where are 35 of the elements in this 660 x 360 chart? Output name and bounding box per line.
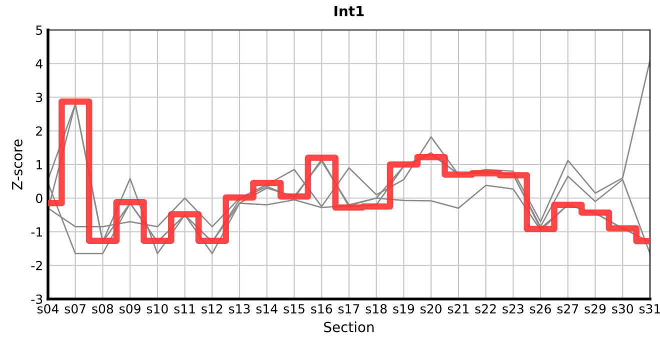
y-tick-label: -3 (31, 294, 42, 304)
x-tick-label: s17 (338, 304, 360, 314)
y-tick-label: 0 (36, 194, 42, 204)
x-tick-label: s08 (92, 304, 114, 314)
y-tick-label: 4 (36, 59, 42, 68)
x-tick-label: s19 (393, 304, 414, 314)
x-tick-label: s27 (557, 304, 578, 314)
x-tick-label: s21 (448, 304, 469, 314)
x-tick-label: s04 (37, 304, 59, 314)
x-tick-label: s30 (612, 304, 634, 314)
y-axis-title: Z-score (12, 139, 22, 190)
y-tick-label: -2 (31, 260, 42, 270)
x-axis-title: Section (324, 322, 374, 332)
y-tick-label: 2 (36, 126, 42, 136)
x-tick-label: s14 (256, 304, 278, 314)
x-tick-label: s13 (229, 304, 250, 314)
x-tick-label: s10 (146, 304, 168, 314)
y-tick-label: 1 (36, 160, 42, 170)
x-tick-label: s23 (502, 304, 524, 314)
x-tick-label: s15 (284, 304, 304, 314)
x-tick-label: s29 (584, 304, 606, 314)
x-tick-label: s31 (639, 304, 660, 314)
x-tick-label: s18 (366, 304, 387, 314)
x-tick-label: s22 (475, 304, 496, 314)
y-tick-label: 5 (36, 26, 42, 35)
x-tick-label: s07 (64, 304, 86, 314)
x-tick-label: s26 (530, 304, 551, 314)
x-tick-label: s09 (120, 304, 140, 314)
y-tick-label: -1 (31, 227, 42, 236)
x-tick-label: s20 (420, 304, 442, 314)
x-tick-label: s16 (311, 304, 332, 314)
x-tick-label: s12 (202, 304, 222, 314)
y-tick-label: 3 (36, 92, 42, 102)
x-tick-label: s11 (174, 304, 195, 314)
chart-title: Int1 (334, 6, 364, 16)
